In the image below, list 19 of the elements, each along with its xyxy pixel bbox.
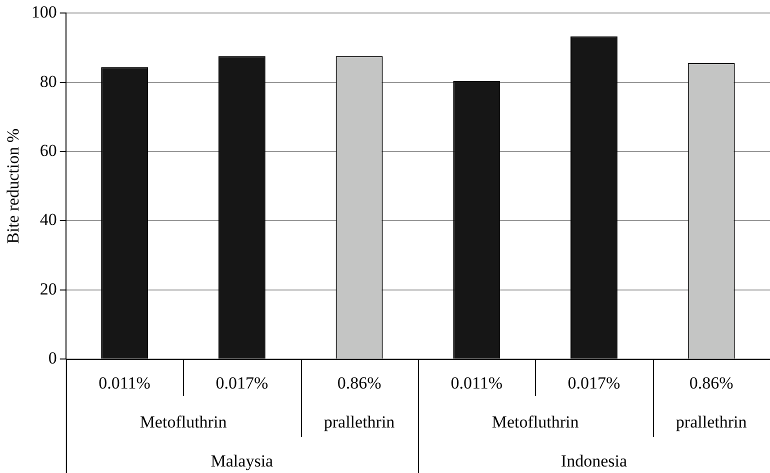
x-tick-label: 0.011% (98, 373, 150, 392)
x-tick-label: 0.017% (216, 373, 268, 392)
y-axis-title: Bite reduction % (4, 128, 23, 244)
y-tick-label: 40 (40, 210, 57, 230)
y-tick-label: 20 (40, 279, 57, 298)
text: Malaysia (210, 451, 274, 470)
text: Metofluthrin (140, 412, 228, 432)
text: Metofluthrin (492, 412, 580, 432)
y-tick-label: 60 (40, 140, 57, 160)
y-tick-label: 0 (48, 348, 57, 368)
x-tick-label: 0.86% (689, 373, 734, 392)
y-tick-label: 80 (40, 72, 57, 91)
x-tick-label: 0.011% (450, 373, 503, 392)
y-tick-label: 100 (31, 2, 57, 22)
text: Indonesia (560, 451, 628, 470)
x-tick-label: 0.86% (337, 373, 382, 392)
x-tick-label: 0.017% (568, 373, 620, 392)
text: prallethrin (676, 412, 748, 432)
text: prallethrin (324, 412, 396, 432)
